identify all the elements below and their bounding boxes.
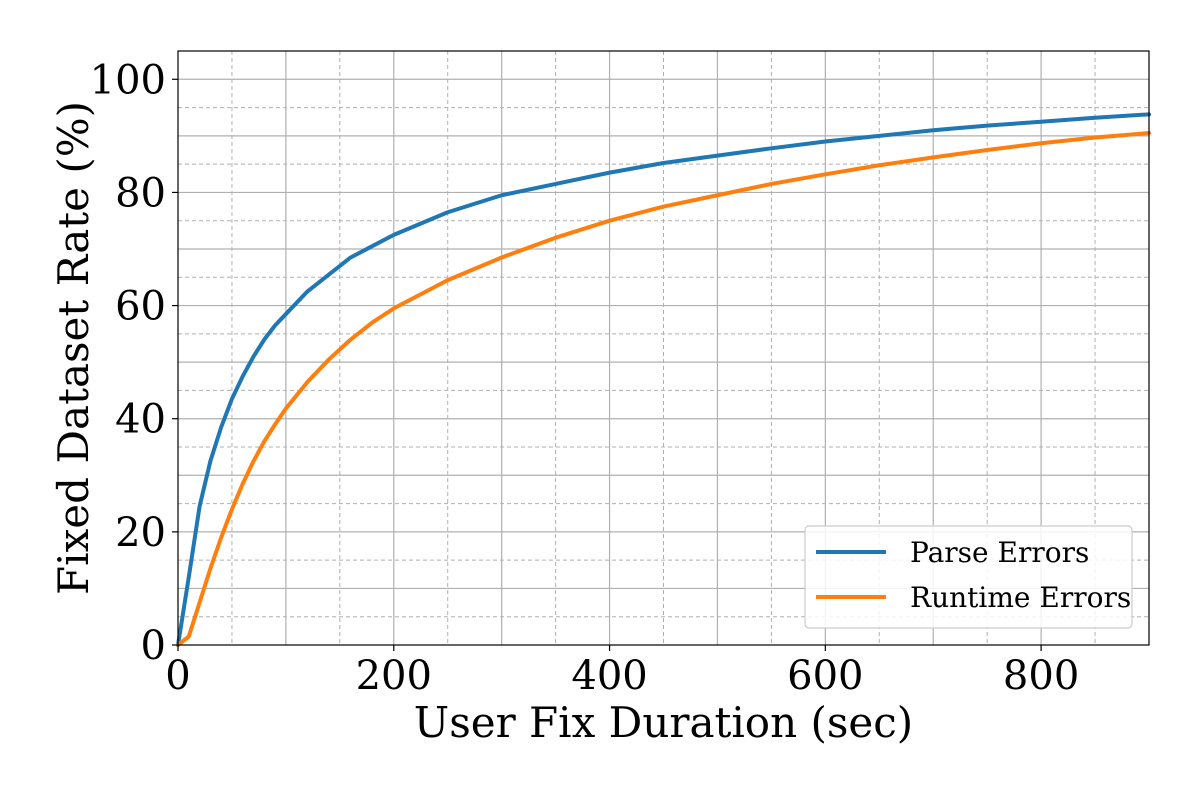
series-line-runtime-errors	[176, 131, 1151, 647]
grid	[178, 51, 1149, 645]
y-tick-label: 80	[115, 170, 166, 216]
plot-frame	[177, 50, 1150, 646]
y-tick-label: 100	[90, 57, 166, 103]
x-tick-label: 200	[356, 653, 432, 699]
legend-box	[804, 525, 1133, 629]
y-tick-label: 40	[115, 397, 166, 443]
y-tick-label: 20	[115, 510, 166, 556]
legend-label-parse-errors: Parse Errors	[910, 536, 1089, 569]
x-tick-label: 600	[787, 653, 863, 699]
y-tick-label: 0	[141, 623, 166, 669]
tick-labels: 0 200 400 600 800 0 20 40 60 80 100	[90, 57, 1080, 699]
x-tick-label: 0	[165, 653, 190, 699]
legend-label-runtime-errors: Runtime Errors	[910, 581, 1131, 614]
x-axis-title: User Fix Duration (sec)	[414, 698, 913, 747]
series-line-parse-errors	[176, 112, 1151, 647]
series-lines	[176, 112, 1151, 647]
x-tick-label: 400	[571, 653, 647, 699]
y-tick-label: 60	[115, 284, 166, 330]
y-axis-title: Fixed Dataset Rate (%)	[49, 101, 98, 595]
legend: Parse Errors Runtime Errors	[804, 525, 1133, 629]
x-tick-label: 800	[1003, 653, 1079, 699]
